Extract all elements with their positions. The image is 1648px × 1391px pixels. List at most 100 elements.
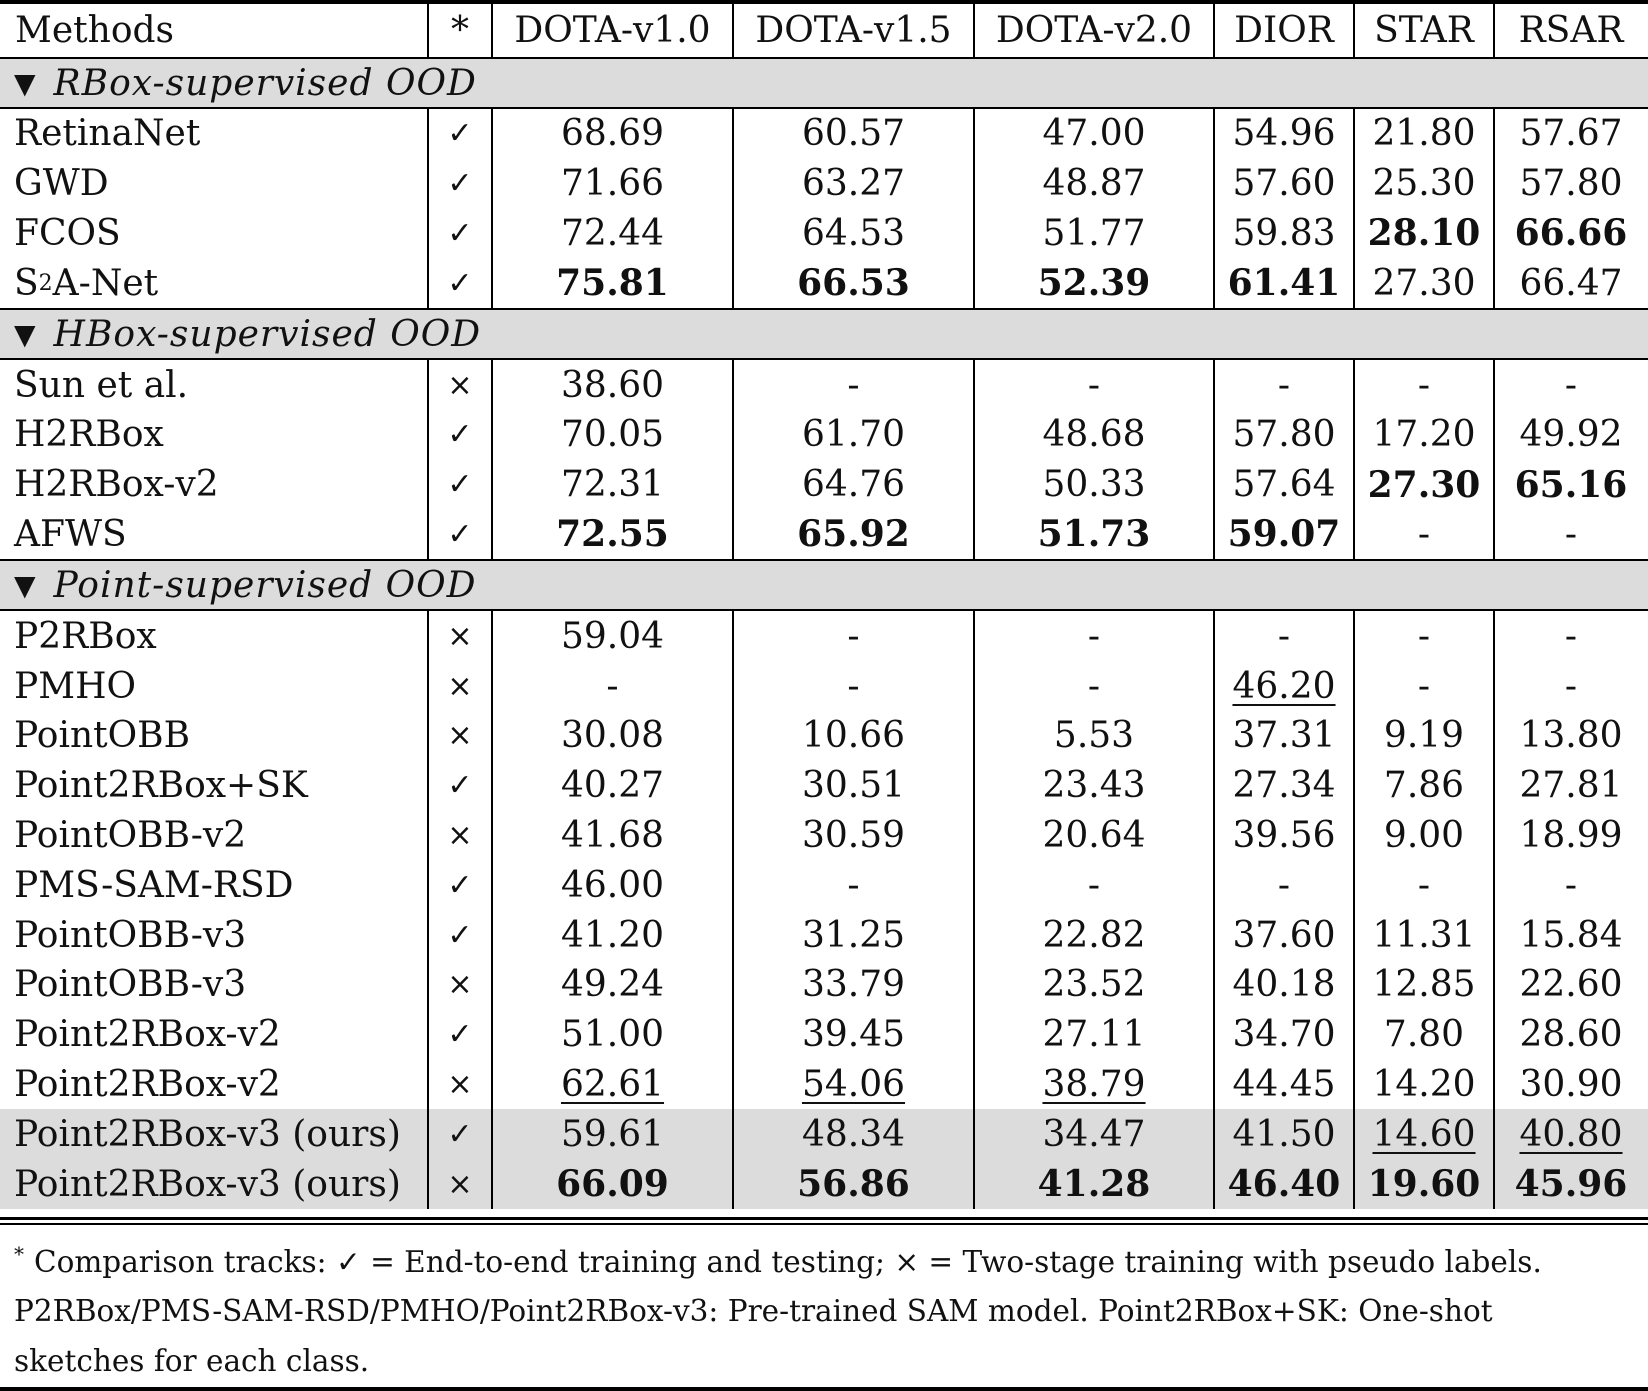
method-name: PointOBB	[14, 715, 191, 757]
column-divider	[1493, 258, 1495, 309]
value-cell: 34.70	[1214, 1010, 1354, 1060]
header-dota-v2-0: DOTA-v2.0	[995, 10, 1193, 51]
section-rule	[0, 107, 1648, 109]
value-text: 19.60	[1367, 1163, 1481, 1206]
column-divider	[973, 760, 975, 811]
method-name: H2RBox-v2	[14, 464, 219, 506]
column-divider	[1493, 109, 1495, 159]
column-divider	[1213, 860, 1215, 911]
section-end-rule	[0, 559, 1648, 562]
value-cell: -	[733, 661, 974, 711]
column-divider	[1493, 910, 1495, 960]
value-text: 51.73	[1037, 513, 1151, 556]
value-text: 66.09	[556, 1163, 669, 1206]
column-divider	[491, 611, 493, 662]
column-divider	[973, 360, 975, 410]
column-divider	[1493, 810, 1495, 861]
method-name: GWD	[14, 163, 109, 205]
table-row: Point2RBox-v2 × 62.61 54.06 38.79 44.45 14.20 3…	[0, 1059, 1648, 1110]
column-divider	[1353, 910, 1355, 960]
column-divider	[732, 410, 734, 460]
value-cell: 28.60	[1494, 1010, 1648, 1060]
value-text: 14.20	[1372, 1063, 1476, 1105]
section-label: HBox-supervised OOD	[53, 313, 482, 355]
column-divider	[732, 509, 734, 560]
value-text: 54.06	[801, 1063, 906, 1105]
column-divider	[973, 1159, 975, 1209]
value-text: 56.86	[797, 1163, 910, 1206]
method-name-part: S	[14, 262, 39, 304]
column-divider	[1353, 1009, 1355, 1060]
column-divider	[732, 611, 734, 662]
column-divider	[732, 258, 734, 309]
column-divider	[1493, 960, 1495, 1010]
column-divider	[973, 661, 975, 711]
column-divider	[1213, 711, 1215, 761]
value-cell: 66.53	[733, 258, 974, 308]
column-divider	[427, 1009, 429, 1060]
column-divider	[427, 1109, 429, 1160]
value-cell: 40.18	[1214, 960, 1354, 1010]
column-divider	[973, 509, 975, 560]
column-divider	[427, 4, 429, 57]
value-cell: 60.57	[733, 109, 974, 159]
value-text: -	[1417, 864, 1431, 906]
value-text: 61.70	[801, 414, 906, 456]
method-name: Point2RBox-v2	[14, 1014, 281, 1056]
value-text: 64.76	[801, 464, 906, 506]
value-text: -	[1417, 665, 1431, 707]
value-text: 45.96	[1514, 1163, 1628, 1206]
value-cell: -	[1354, 661, 1494, 711]
value-text: 30.90	[1519, 1063, 1623, 1105]
value-cell: 46.20	[1214, 661, 1354, 711]
value-cell: 23.52	[974, 960, 1214, 1010]
column-divider	[732, 109, 734, 159]
column-divider	[427, 208, 429, 259]
value-text: 46.00	[560, 864, 665, 906]
column-divider	[427, 611, 429, 662]
value-text: 59.61	[560, 1113, 665, 1155]
column-divider	[973, 158, 975, 209]
header-dota-v1-5: DOTA-v1.5	[755, 10, 952, 51]
value-text: -	[847, 864, 860, 906]
value-text: -	[847, 665, 860, 707]
column-divider	[1493, 459, 1495, 510]
value-text: 59.83	[1232, 212, 1336, 254]
footnote-line-1: * Comparison tracks: ✓ = End-to-end train…	[14, 1230, 1639, 1287]
value-cell: 49.92	[1494, 410, 1648, 460]
column-divider	[1213, 760, 1215, 811]
value-text: 5.53	[1053, 715, 1135, 757]
method-name: PMS-SAM-RSD	[14, 864, 294, 906]
table-row: H2RBox ✓ 70.05 61.70 48.68 57.80 17.20 49.92	[0, 410, 1648, 460]
header-rule	[0, 57, 1648, 59]
method-name: Point2RBox+SK	[14, 765, 308, 807]
header-dior: DIOR	[1234, 10, 1334, 51]
value-text: 34.70	[1232, 1014, 1336, 1056]
method-name: PMHO	[14, 665, 136, 707]
column-divider	[973, 1009, 975, 1060]
value-cell: -	[974, 611, 1214, 661]
value-text: 34.47	[1042, 1113, 1146, 1155]
value-cell: -	[1354, 510, 1494, 560]
value-text: 66.47	[1519, 262, 1623, 304]
column-divider	[1353, 258, 1355, 309]
cross-mark-icon: ×	[447, 618, 473, 654]
column-divider	[427, 459, 429, 510]
column-divider	[973, 4, 975, 57]
value-text: 7.86	[1383, 765, 1465, 807]
value-text: 40.18	[1232, 964, 1336, 1006]
value-cell: 20.64	[974, 811, 1214, 861]
column-divider	[1353, 360, 1355, 410]
cross-mark-icon: ×	[447, 718, 473, 754]
value-cell: 25.30	[1354, 159, 1494, 209]
column-divider	[1493, 611, 1495, 662]
column-divider	[732, 1159, 734, 1209]
value-cell: 5.53	[974, 711, 1214, 761]
column-divider	[427, 158, 429, 209]
column-divider	[427, 760, 429, 811]
footnote-text-1: Comparison tracks: ✓ = End-to-end traini…	[34, 1244, 1542, 1279]
column-divider	[1493, 1009, 1495, 1060]
value-cell: -	[1214, 611, 1354, 661]
column-divider	[1493, 1159, 1495, 1209]
value-text: 39.56	[1232, 814, 1336, 856]
